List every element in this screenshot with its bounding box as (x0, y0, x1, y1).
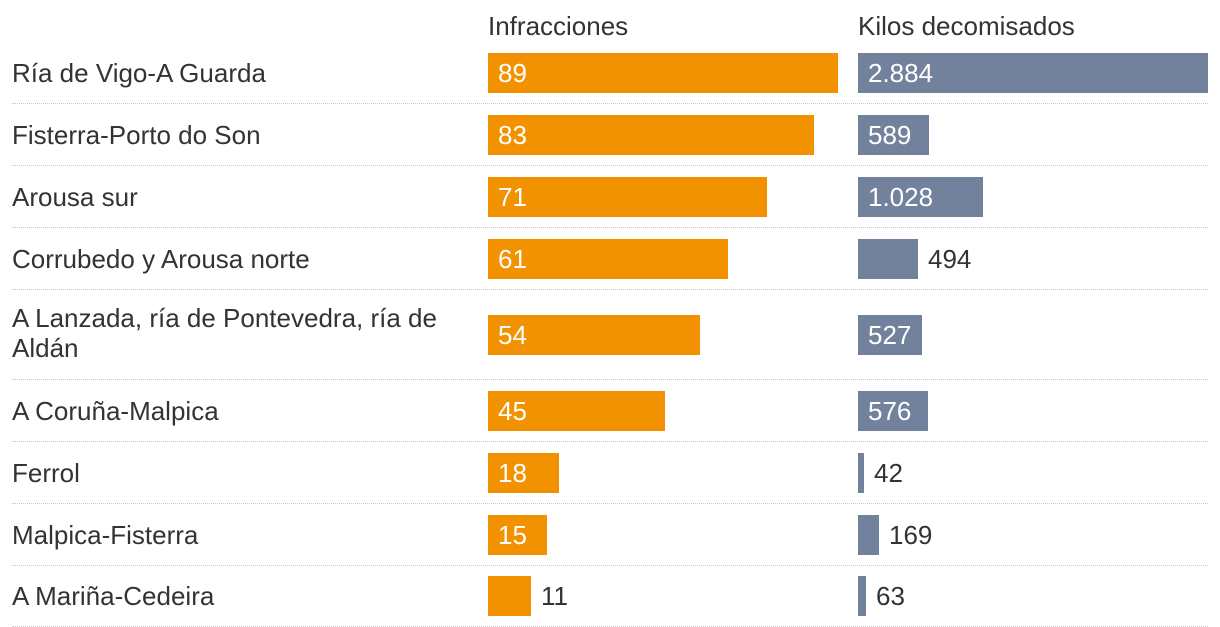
row-label: Ría de Vigo-A Guarda (12, 58, 266, 88)
bar-infracciones (488, 239, 728, 279)
table-row: A Mariña-Cedeira 11 63 (12, 566, 1208, 627)
bar-value-infracciones: 45 (498, 396, 527, 426)
table-row: Malpica-Fisterra 15 169 (12, 504, 1208, 566)
column-header-infracciones: Infracciones (488, 11, 629, 41)
bar-infracciones (488, 53, 838, 93)
bar-infracciones (488, 453, 559, 493)
bar-value-kilos: 42 (874, 458, 903, 488)
row-label: A Mariña-Cedeira (12, 581, 215, 611)
bar-kilos (858, 53, 1208, 93)
bar-value-infracciones: 83 (498, 120, 527, 150)
bar-value-kilos: 169 (889, 520, 933, 550)
row-label: Fisterra-Porto do Son (12, 120, 261, 150)
bar-kilos (858, 391, 928, 431)
table-row: Corrubedo y Arousa norte 61 494 (12, 228, 1208, 290)
table-row: A Lanzada, ría de Pontevedra, ría de Ald… (12, 290, 1208, 380)
bar-infracciones (488, 315, 700, 355)
bar-value-infracciones: 11 (541, 581, 568, 611)
bar-kilos (858, 453, 864, 493)
bar-value-kilos: 1.028 (868, 182, 934, 212)
bar-infracciones (488, 391, 665, 431)
table-row: Arousa sur 71 1.028 (12, 166, 1208, 228)
row-label: A Coruña-Malpica (12, 396, 219, 426)
bar-value-infracciones: 71 (498, 182, 527, 212)
row-label: Malpica-Fisterra (12, 520, 199, 550)
bar-infracciones (488, 515, 547, 555)
bar-kilos (858, 177, 983, 217)
table-row: Fisterra-Porto do Son 83 589 (12, 104, 1208, 166)
bar-infracciones (488, 115, 814, 155)
bar-value-kilos: 494 (928, 244, 972, 274)
bar-value-infracciones: 15 (498, 520, 527, 550)
row-label: A Lanzada, ría de Pontevedra, ría de Ald… (12, 303, 437, 363)
bar-kilos (858, 576, 866, 616)
column-header-kilos-decomisados: Kilos decomisados (858, 11, 1075, 41)
table-row: Ferrol 18 42 (12, 442, 1208, 504)
bar-kilos (858, 239, 918, 279)
bar-value-infracciones: 89 (498, 58, 527, 88)
bar-infracciones (488, 177, 767, 217)
bar-kilos (858, 115, 929, 155)
table-row: Ría de Vigo-A Guarda 89 2.884 (12, 42, 1208, 104)
bar-value-infracciones: 18 (498, 458, 527, 488)
table-row: A Coruña-Malpica 45 576 (12, 380, 1208, 442)
bar-kilos (858, 315, 922, 355)
bar-value-kilos: 589 (868, 120, 912, 150)
bar-infracciones (488, 576, 531, 616)
row-label: Corrubedo y Arousa norte (12, 244, 310, 274)
bar-value-kilos: 63 (876, 581, 905, 611)
bar-kilos (858, 515, 879, 555)
bar-value-kilos: 2.884 (868, 58, 934, 88)
bar-value-infracciones: 54 (498, 320, 527, 350)
bar-value-kilos: 527 (868, 320, 912, 350)
row-label: Arousa sur (12, 182, 138, 212)
bar-value-infracciones: 61 (498, 244, 527, 274)
bar-value-kilos: 576 (868, 396, 912, 426)
row-label: Ferrol (12, 458, 80, 488)
